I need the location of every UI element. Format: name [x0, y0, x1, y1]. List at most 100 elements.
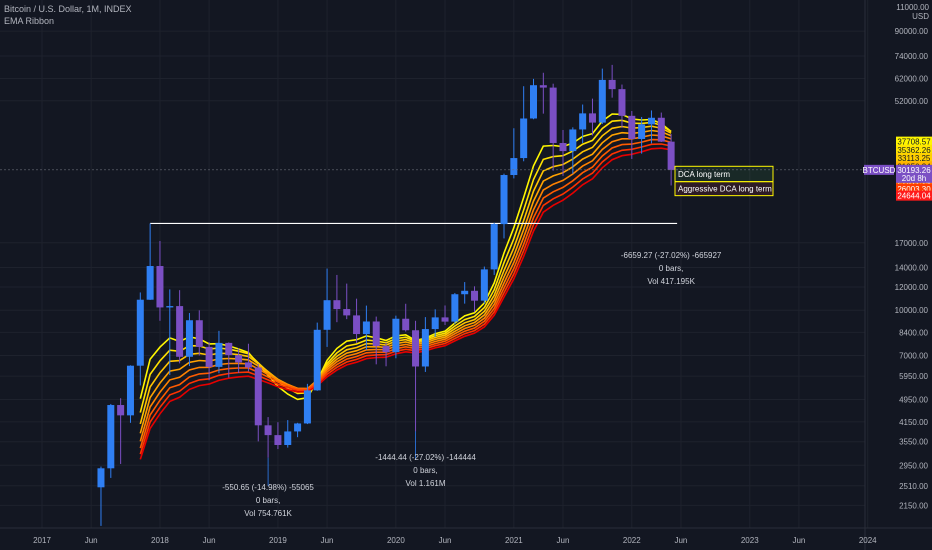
- y-tick-label: 74000.00: [895, 52, 929, 61]
- candle-body[interactable]: [107, 405, 115, 469]
- currency-code: USD: [912, 12, 929, 21]
- candle-body[interactable]: [382, 346, 390, 353]
- candle-body[interactable]: [343, 309, 351, 316]
- candle-body[interactable]: [254, 367, 262, 426]
- candle-body[interactable]: [372, 321, 380, 347]
- candle-body[interactable]: [117, 405, 125, 416]
- candle-body[interactable]: [156, 266, 164, 308]
- ema-value-tag: [896, 136, 932, 147]
- x-tick-label: Jun: [674, 536, 687, 545]
- candle-body[interactable]: [176, 306, 184, 357]
- x-tick-label: 2024: [859, 536, 877, 545]
- candle-body[interactable]: [667, 141, 675, 170]
- candle-body[interactable]: [146, 266, 154, 300]
- candle-body[interactable]: [215, 342, 223, 367]
- candle-body[interactable]: [294, 423, 302, 432]
- candle-body[interactable]: [451, 294, 459, 322]
- measure-annotation-line: 0 bars,: [256, 496, 280, 505]
- candle-body[interactable]: [549, 87, 557, 144]
- candle-body[interactable]: [588, 113, 596, 123]
- y-tick-label: 2510.00: [899, 482, 928, 491]
- candle-body[interactable]: [569, 129, 577, 152]
- y-tick-label: 4150.00: [899, 418, 928, 427]
- y-tick-label: 5950.00: [899, 372, 928, 381]
- symbol-title: Bitcoin / U.S. Dollar, 1M, INDEX: [4, 4, 132, 14]
- symbol-label: BTCUSD: [863, 166, 896, 175]
- candle-body[interactable]: [421, 329, 429, 367]
- ema-line: [139, 119, 672, 413]
- candle-body[interactable]: [500, 175, 508, 225]
- candle-body[interactable]: [441, 317, 449, 322]
- candle-body[interactable]: [461, 290, 469, 295]
- candle-body[interactable]: [362, 321, 370, 335]
- measure-annotation-line: -6659.27 (-27.02%) -665927: [621, 251, 722, 260]
- candle-body[interactable]: [97, 468, 105, 488]
- x-tick-label: Jun: [321, 536, 334, 545]
- dca-zone-box[interactable]: [674, 181, 774, 197]
- candle-body[interactable]: [657, 117, 665, 142]
- candle-body[interactable]: [333, 300, 341, 310]
- y-tick-label: 2150.00: [899, 501, 928, 510]
- candle-body[interactable]: [353, 315, 361, 335]
- x-tick-label: Jun: [439, 536, 452, 545]
- currency-label: 11000.00 USD: [896, 3, 929, 21]
- candle-body[interactable]: [185, 320, 193, 357]
- candle-body[interactable]: [608, 79, 616, 90]
- ema-value-label: 33113.25: [898, 154, 931, 163]
- candle-body[interactable]: [638, 124, 646, 139]
- candle-body[interactable]: [628, 115, 636, 139]
- candle-body[interactable]: [136, 299, 144, 366]
- candle-body[interactable]: [480, 269, 488, 301]
- candle-body[interactable]: [490, 224, 498, 270]
- candle-body[interactable]: [303, 390, 311, 424]
- x-tick-label: 2018: [151, 536, 169, 545]
- candle-body[interactable]: [520, 118, 528, 159]
- currency-scale-value: 11000.00: [896, 3, 929, 12]
- candle-body[interactable]: [244, 362, 252, 368]
- candle-body[interactable]: [647, 117, 655, 125]
- candle-body[interactable]: [579, 113, 587, 130]
- candle-body[interactable]: [530, 85, 537, 119]
- x-tick-label: Jun: [792, 536, 805, 545]
- candle-body[interactable]: [126, 365, 134, 416]
- ema-value-label: 26003.30: [897, 185, 931, 194]
- indicator-name: EMA Ribbon: [4, 16, 55, 26]
- y-tick-label: 10000.00: [895, 306, 929, 315]
- y-tick-label: 2950.00: [899, 461, 928, 470]
- candle-body[interactable]: [431, 317, 439, 330]
- x-tick-label: Jun: [85, 536, 98, 545]
- measure-annotation-line: Vol 1.161M: [406, 479, 446, 488]
- candle-body[interactable]: [392, 318, 400, 353]
- measure-annotation-line: Vol 754.761K: [244, 509, 292, 518]
- candle-body[interactable]: [166, 306, 174, 308]
- y-tick-label: 90000.00: [895, 27, 929, 36]
- current-price-tag: [896, 164, 932, 183]
- candle-body[interactable]: [539, 85, 547, 88]
- candle-body[interactable]: [195, 320, 203, 347]
- dca-zone-label: DCA long term: [678, 170, 730, 179]
- candle-body[interactable]: [205, 346, 213, 367]
- x-tick-label: 2019: [269, 536, 287, 545]
- candle-body[interactable]: [559, 143, 567, 152]
- candle-body[interactable]: [598, 79, 606, 123]
- candle-body[interactable]: [274, 435, 282, 446]
- candle-body[interactable]: [313, 329, 321, 391]
- ema-value-tag: [896, 190, 932, 201]
- candle-body[interactable]: [235, 355, 243, 363]
- candle-body[interactable]: [264, 425, 272, 436]
- candle-body[interactable]: [510, 158, 518, 176]
- x-tick-label: 2021: [505, 536, 523, 545]
- y-tick-label: 4950.00: [899, 396, 928, 405]
- candle-body[interactable]: [402, 318, 410, 331]
- candle-countdown-label: 20d 8h: [902, 174, 926, 183]
- measure-annotation-line: -550.65 (-14.98%) -55065: [222, 483, 314, 492]
- candle-body[interactable]: [618, 89, 626, 116]
- candle-body[interactable]: [412, 330, 420, 367]
- candle-body[interactable]: [323, 300, 331, 330]
- candle-body[interactable]: [284, 431, 292, 446]
- ema-line: [139, 147, 672, 460]
- candle-body[interactable]: [471, 290, 479, 301]
- candle-body[interactable]: [225, 342, 233, 356]
- measure-annotation-line: 0 bars,: [413, 466, 437, 475]
